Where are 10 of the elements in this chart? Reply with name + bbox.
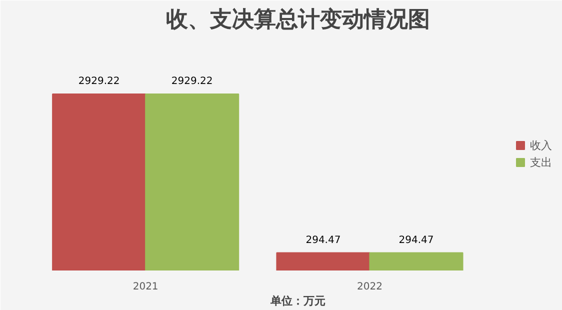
chart-title: 收、支决算总计变动情况图 bbox=[166, 6, 430, 32]
data-label: 2929.22 bbox=[171, 76, 213, 87]
x-axis-title: 单位：万元 bbox=[270, 294, 326, 308]
x-tick-label: 2021 bbox=[132, 282, 158, 292]
x-tick-label: 2022 bbox=[357, 282, 382, 292]
legend-label: 收入 bbox=[530, 138, 552, 152]
data-label: 294.47 bbox=[306, 234, 341, 246]
legend-label: 支出 bbox=[530, 154, 552, 170]
data-label: 294.47 bbox=[398, 234, 434, 246]
data-label: 2929.22 bbox=[78, 76, 120, 87]
